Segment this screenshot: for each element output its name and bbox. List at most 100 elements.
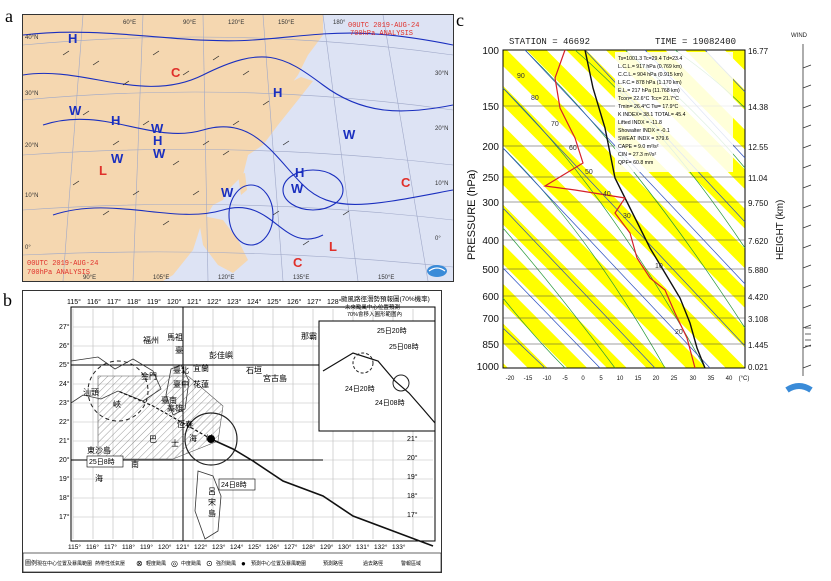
map-title-line2: 700hPa ANALYSIS: [350, 30, 413, 38]
lat-right-label: 10°N: [435, 181, 448, 187]
track-map-canvas: 颱風路徑潛勢預報圖(70%機率) ·未來颱風中心位置預測 70%會移入圓形範圍內…: [23, 294, 441, 572]
info-line: Showalter INDX = -0.1: [618, 128, 670, 134]
place-label: 宮古島: [263, 373, 287, 383]
lon-bottom-label: 124°: [230, 543, 244, 551]
height-tick: 3.108: [748, 315, 769, 324]
place-label: 高雄: [167, 403, 183, 413]
analysis-map-canvas: 60°E 90°E 120°E 150°E 180° 90°E 105°E 12…: [23, 15, 453, 281]
lon-top-label: 119°: [147, 298, 161, 306]
lat-right-label: 30°N: [435, 71, 448, 77]
place-label: 海: [95, 473, 103, 483]
place-label: 臺: [175, 345, 183, 355]
lat-right-label: 17°: [407, 511, 418, 519]
temp-tick: 25: [671, 376, 678, 382]
lat-left-label: 19°: [59, 475, 70, 483]
height-tick: 14.38: [748, 103, 769, 112]
mix-label: 50: [585, 169, 593, 176]
legend-item: 警報區域: [401, 560, 421, 567]
lon-bottom-label: 121°: [176, 543, 190, 551]
info-line: Lifted INDX = -11.8: [618, 120, 662, 126]
info-line: CAPE = 9.0 m²/s²: [618, 144, 659, 150]
lon-top-label: 120°: [167, 298, 182, 306]
lat-right-label: 21°: [407, 435, 418, 443]
info-line: L.F.C.= 878 hPa (1.170 km): [618, 80, 682, 86]
legend-bar: 圖例 現在中心位置及暴風範圍 熱帶性低氣壓 ⊗ 輕度颱風 ◎ 中度颱風 ⊙ 強烈…: [23, 552, 441, 572]
mix-label: 10: [655, 263, 663, 270]
lon-top-label: 122°: [207, 298, 222, 306]
lat-left-label: 10°N: [25, 193, 38, 199]
time-labels: 25日8時 24日8時 25日20時 25日08時 24日20時 24日08時: [86, 327, 419, 491]
info-line: E.L.= 217 hPa (11.768 km): [618, 88, 680, 94]
system-cold-label: C: [171, 65, 181, 80]
map-footer-line1: 00UTC 2019-AUG-24: [27, 260, 98, 268]
place-names: 福州 馬祖 臺 彭佳嶼 臺北 宜蘭 石垣 宮古島 臺中 花蓮 臺南 高雄 恆春 …: [83, 332, 317, 518]
lat-left-label: 22°: [59, 418, 70, 426]
pressure-ticks: 100 150 200 250 300 400 500 600 700 850 …: [477, 46, 500, 373]
header-sub1: ·未來颱風中心位置預測: [343, 303, 400, 311]
lon-top-label: 125°: [267, 298, 282, 306]
coastline-luzon: [194, 470, 222, 540]
lon-top-label: 126°: [287, 298, 302, 306]
lon-bottom-label: 90°E: [83, 275, 96, 281]
lon-top-label: 180°: [333, 20, 346, 26]
pressure-tick: 1000: [477, 362, 500, 373]
current-center-marker: [207, 435, 215, 443]
time-label: 24日08時: [375, 399, 405, 407]
info-line: K INDEX= 38.1 TOTAL= 45.4: [618, 112, 686, 118]
pressure-tick: 300: [482, 198, 499, 209]
place-label: 金門: [141, 371, 157, 381]
height-ticks: 16.77 14.38 12.55 11.04 9.750 7.620 5.88…: [748, 47, 769, 372]
lon-bottom-label: 122°: [194, 543, 208, 551]
system-cold-label: C: [293, 255, 303, 270]
lat-left-label: 40°N: [25, 35, 38, 41]
place-label: 馬祖: [167, 332, 183, 342]
lon-bottom-label: 116°: [86, 543, 99, 551]
system-high-label: H: [295, 165, 304, 180]
lon-bottom-label: 117°: [104, 543, 117, 551]
forecast-circle-25d: [87, 360, 149, 422]
pressure-tick: 700: [482, 314, 499, 325]
legend-item: 熱帶性低氣壓: [95, 560, 125, 567]
lon-top-label: 90°E: [183, 20, 196, 26]
lat-labels: 27° 26° 25° 24° 23° 22° 21° 20° 19° 18° …: [59, 323, 418, 521]
legend-item: 預測路徑: [323, 560, 343, 567]
system-warm-label: W: [69, 103, 82, 118]
pressure-tick: 100: [482, 46, 499, 57]
legend-head: 圖例: [25, 559, 37, 567]
temp-tick: 15: [635, 376, 642, 382]
skewt-canvas: 90 80 70 60 50 40 30 20 10 STATION = 466…: [466, 33, 813, 393]
info-line: C.C.L.= 904 hPa (0.915 km): [618, 72, 683, 78]
system-warm-label: W: [153, 146, 166, 161]
legend-item: 強烈颱風: [216, 560, 236, 567]
lon-top-label: 116°: [87, 298, 101, 306]
pressure-tick: 600: [482, 292, 499, 303]
place-label: 恆春: [177, 419, 193, 429]
wind-barbs: [62, 50, 350, 246]
legend-item: 中度颱風: [181, 560, 201, 567]
info-line: L.C.L.= 917 hPa (0.769 km): [618, 64, 682, 70]
place-label: 福州: [143, 336, 159, 345]
lat-left-label: 30°N: [25, 91, 38, 97]
height-axis-title: HEIGHT (km): [775, 200, 786, 260]
system-warm-label: W: [291, 181, 304, 196]
info-line: Ts=1001.3 Tc=29.4 Td=23.4: [618, 56, 682, 62]
wind-barb-column: [802, 44, 812, 376]
place-label: 宜蘭: [193, 363, 209, 373]
mix-label: 40: [603, 191, 611, 198]
time-label: 25日08時: [389, 343, 419, 351]
lon-labels-top: 115° 116° 117° 118° 119° 120° 121° 122° …: [67, 298, 342, 306]
height-contours: [23, 31, 453, 246]
place-label: 東沙島: [87, 445, 111, 455]
graticule: [23, 15, 453, 281]
system-high-label: H: [273, 85, 282, 100]
legend-symbol: ⊗: [136, 559, 143, 568]
temp-tick: 35: [708, 376, 715, 382]
temp-tick: 20: [653, 376, 660, 382]
lat-left-label: 24°: [59, 380, 70, 388]
station-label: STATION = 46692: [509, 37, 590, 47]
map-title-line1: 00UTC 2019-AUG-24: [348, 22, 419, 30]
legend-symbol: ●: [241, 559, 246, 568]
lon-bottom-label: 115°: [68, 543, 81, 551]
system-cold-label: C: [401, 175, 411, 190]
lat-left-label: 20°: [59, 456, 70, 464]
